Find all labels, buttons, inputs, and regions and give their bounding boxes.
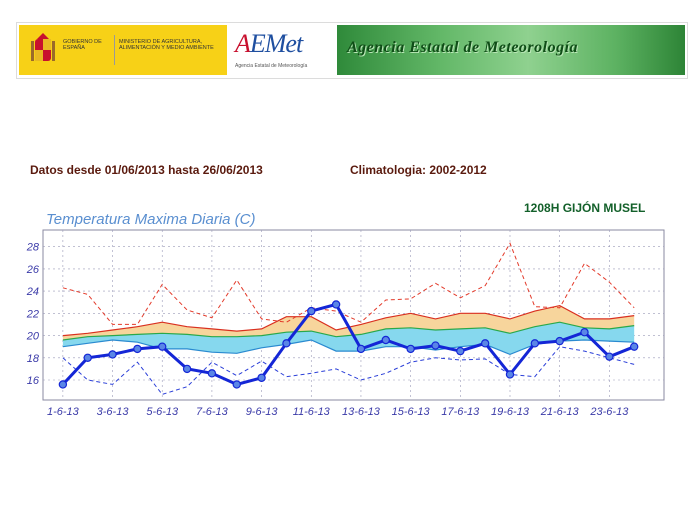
series-lines <box>58 242 639 395</box>
observed-point <box>133 344 142 354</box>
observed-point <box>530 339 540 348</box>
aemet-logo-a: A <box>235 29 251 58</box>
observed-point <box>629 342 639 351</box>
x-tick-label: 13-6-13 <box>342 406 381 418</box>
axis-ticks: 16 18 20 22 24 26 28 1-6-13 3-6-13 5-6-13 7-6-13 9-… <box>26 242 629 418</box>
x-tick-label: 17-6-13 <box>441 406 480 418</box>
x-tick-label: 23-6-13 <box>589 406 629 418</box>
x-tick-label: 9-6-13 <box>246 406 279 418</box>
observed-point <box>381 335 390 345</box>
station-name: 1208H GIJÓN MUSEL <box>524 201 646 215</box>
chart-title: Temperatura Maxima Diaria (C) <box>46 211 256 228</box>
observed-point <box>158 342 167 351</box>
observed-point <box>108 350 117 359</box>
y-tick-label: 28 <box>26 242 40 254</box>
x-tick-label: 5-6-13 <box>146 406 179 418</box>
agency-title: Agencia Estatal de Meteorología <box>347 39 579 56</box>
observed-point <box>505 370 515 379</box>
plot-frame <box>42 229 665 401</box>
x-tick-label: 19-6-13 <box>491 406 530 418</box>
observed-point <box>257 373 266 382</box>
x-tick-label: 7-6-13 <box>196 406 229 418</box>
gobierno-text: GOBIERNO DE ESPAÑA <box>63 39 102 51</box>
observed-point <box>605 352 614 361</box>
observed-point <box>83 353 92 362</box>
observed-point <box>555 336 564 346</box>
observed-point <box>282 339 291 348</box>
band-upper <box>62 305 635 340</box>
observed-point <box>331 300 341 309</box>
observed-point <box>58 380 68 389</box>
observed-point <box>456 346 465 356</box>
aemet-logo-rest: EMet <box>249 29 303 58</box>
observed-point <box>232 380 241 389</box>
observed-point <box>480 339 490 348</box>
observed-point <box>406 344 415 354</box>
gobierno-espana-logo: GOBIERNO DE ESPAÑA MINISTERIO DE AGRICUL… <box>19 25 227 75</box>
agency-title-banner: Agencia Estatal de Meteorología <box>337 25 685 75</box>
x-tick-label: 11-6-13 <box>293 406 331 418</box>
x-tick-label: 3-6-13 <box>97 406 130 418</box>
observed-point <box>356 344 366 354</box>
y-tick-label: 18 <box>27 353 40 365</box>
climatology-text: Climatologia: 2002-2012 <box>350 163 487 177</box>
logo-divider <box>114 35 115 65</box>
x-tick-label: 21-6-13 <box>540 406 580 418</box>
x-tick-label: 15-6-13 <box>392 406 431 418</box>
y-tick-label: 24 <box>26 286 39 298</box>
period-text: Datos desde 01/06/2013 hasta 26/06/2013 <box>30 163 263 177</box>
y-tick-label: 20 <box>26 331 40 343</box>
observed-point <box>431 341 440 350</box>
ministerio-text: MINISTERIO DE AGRICULTURA, ALIMENTACIÓN … <box>119 39 214 51</box>
aemet-subtitle: Agencia Estatal de Meteorología <box>235 63 308 69</box>
y-tick-label: 16 <box>27 375 40 387</box>
x-tick-label: 1-6-13 <box>47 406 80 418</box>
line-median <box>62 321 635 341</box>
observed-point <box>580 328 589 337</box>
aemet-logo: AEMet Agencia Estatal de Meteorología <box>229 25 334 75</box>
agency-banner: GOBIERNO DE ESPAÑA MINISTERIO DE AGRICUL… <box>16 22 688 79</box>
line-lower-extreme <box>62 346 635 395</box>
observed-point <box>307 306 316 316</box>
y-tick-label: 26 <box>26 264 40 276</box>
y-tick-label: 22 <box>26 308 39 320</box>
line-upper-extreme <box>62 242 635 325</box>
observed-point <box>207 369 217 378</box>
observed-point <box>182 364 192 374</box>
coat-of-arms-icon <box>31 33 55 61</box>
